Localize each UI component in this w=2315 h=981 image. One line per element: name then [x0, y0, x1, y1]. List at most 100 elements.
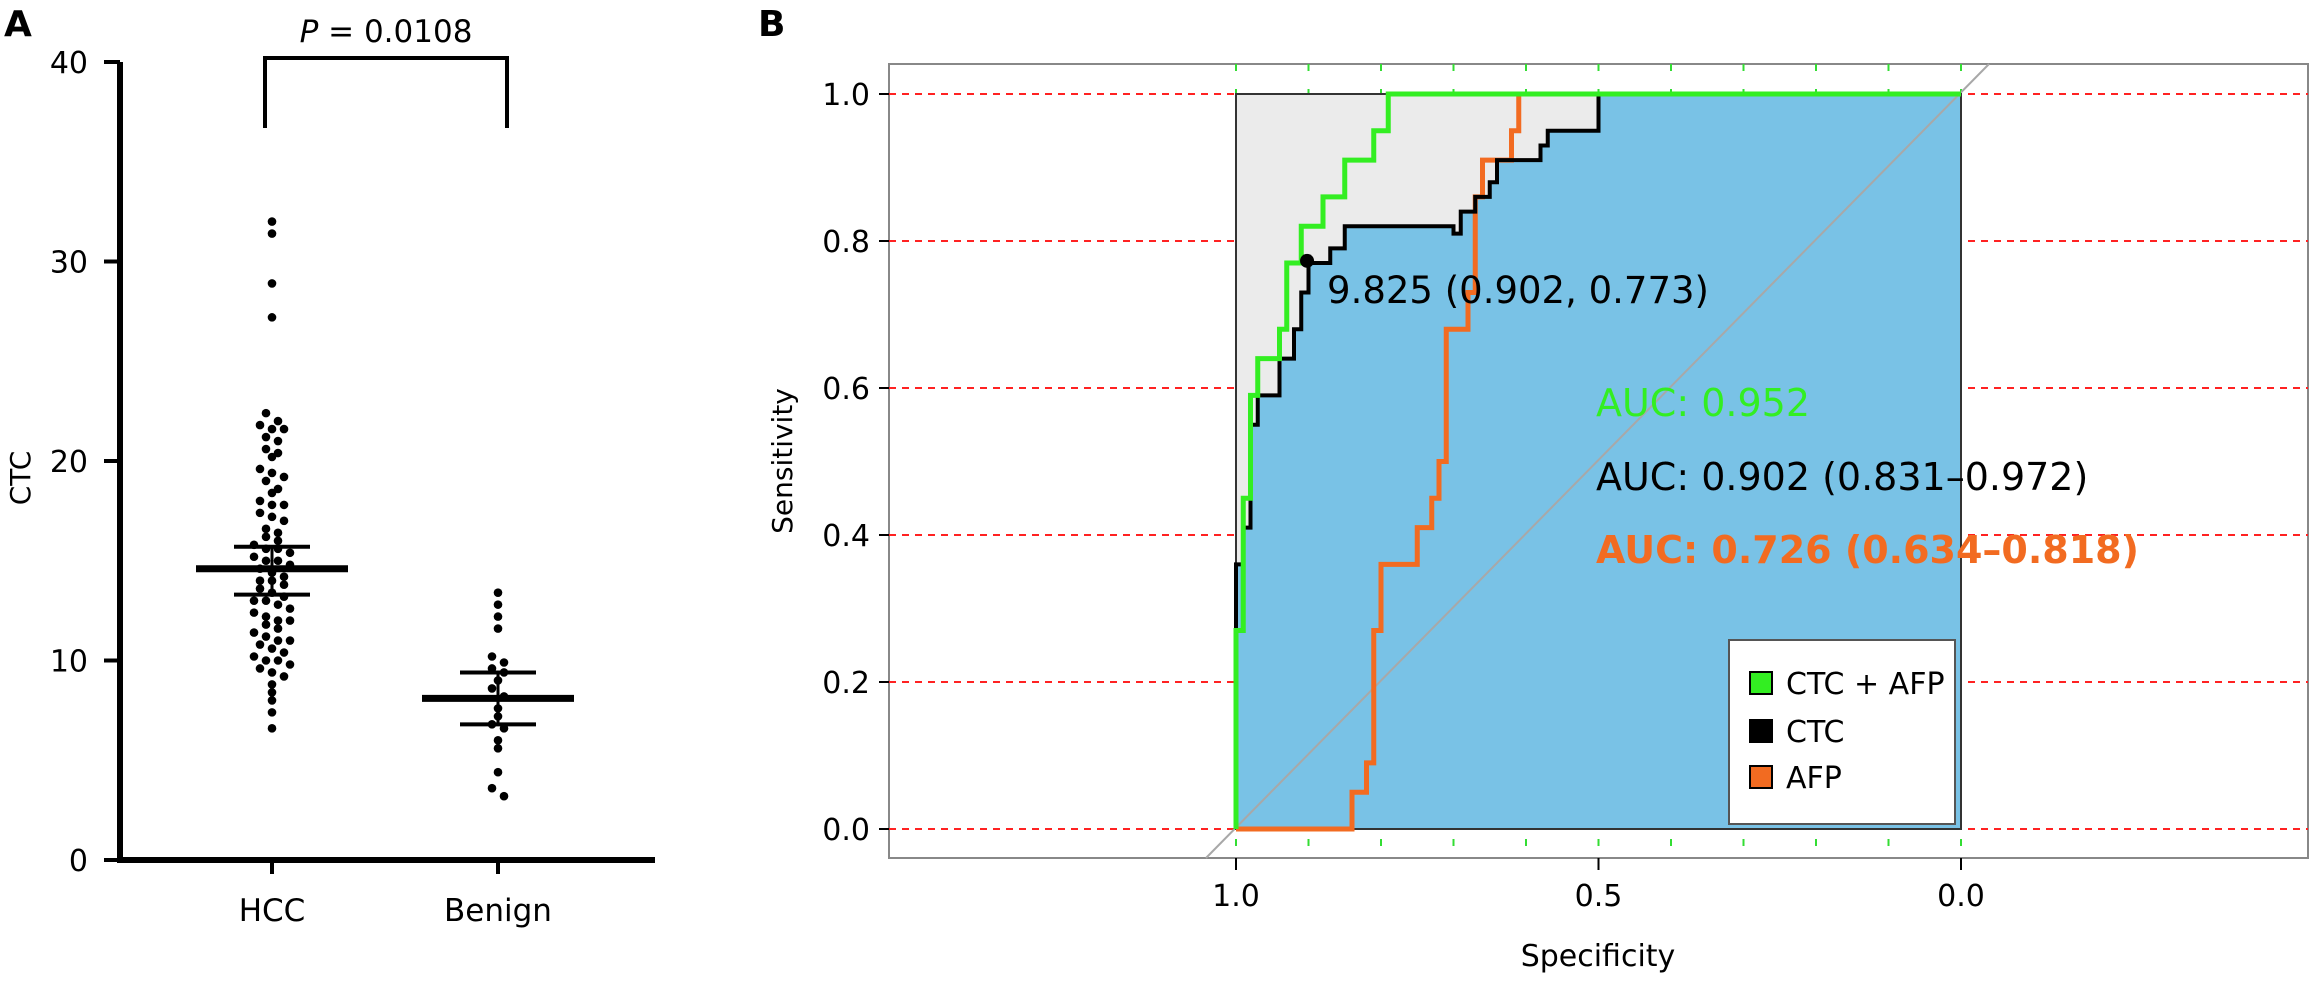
- data-point: [273, 536, 283, 546]
- data-point: [261, 476, 271, 486]
- data-point: [261, 596, 271, 605]
- legend-swatch-ctc-afp: [1749, 671, 1773, 695]
- roc-y-tick-label: 1.0: [822, 78, 870, 113]
- roc-y-tick-label: 0.4: [822, 519, 870, 554]
- data-point: [493, 600, 503, 609]
- data-point: [267, 708, 277, 717]
- data-point: [261, 432, 271, 442]
- p-value-italic: P: [300, 14, 319, 50]
- auc-label-afp: AUC: 0.726 (0.634–0.818): [1596, 528, 2139, 572]
- data-point: [493, 736, 503, 745]
- data-point: [285, 636, 295, 645]
- data-point: [261, 620, 271, 629]
- data-point: [261, 444, 271, 454]
- panel-a-x-tick-label: HCC: [239, 893, 306, 929]
- data-point: [493, 767, 503, 777]
- data-point: [267, 217, 277, 226]
- data-point: [255, 584, 265, 593]
- data-point: [273, 656, 283, 665]
- data-point: [255, 464, 265, 474]
- cutoff-point-marker: [1300, 253, 1315, 268]
- roc-y-axis-label: Sensitivity: [766, 388, 799, 534]
- auc-label-ctc: AUC: 0.902 (0.831–0.972): [1596, 455, 2088, 499]
- cutoff-point-label: 9.825 (0.902, 0.773): [1327, 269, 1709, 312]
- roc-curve-ctc: [1234, 92, 1961, 829]
- panel-a-x-ticks: HCC Benign: [239, 860, 552, 929]
- data-point: [273, 616, 283, 625]
- roc-y-tick-label: 0.0: [822, 813, 870, 848]
- data-point: [267, 452, 277, 462]
- roc-x-tick-label: 1.0: [1212, 879, 1260, 914]
- data-point: [267, 468, 277, 478]
- auc-label-ctc-afp: AUC: 0.952: [1596, 381, 1810, 425]
- data-point: [493, 743, 503, 753]
- data-point: [255, 576, 265, 585]
- data-point: [279, 516, 289, 526]
- panel-a-y-tick-label: 10: [50, 645, 88, 680]
- data-point: [273, 600, 283, 609]
- data-point: [279, 500, 289, 510]
- roc-x-ticks: 1.0 0.5 0.0: [1212, 858, 1985, 914]
- data-point: [249, 608, 259, 617]
- data-point: [273, 436, 283, 446]
- data-point: [499, 791, 509, 801]
- data-point: [267, 696, 277, 705]
- panel-a-y-axis-label: CTC: [4, 451, 37, 506]
- roc-x-tick-label: 0.5: [1575, 879, 1623, 914]
- legend-label-afp: AFP: [1786, 761, 1842, 796]
- data-point: [273, 528, 283, 538]
- data-point: [261, 532, 271, 542]
- data-point: [267, 724, 277, 733]
- panel-a-y-tick-label: 0: [69, 844, 88, 879]
- data-point: [279, 580, 289, 589]
- legend-label-ctc-afp: CTC + AFP: [1786, 667, 1945, 702]
- data-point: [487, 684, 497, 693]
- data-point: [285, 604, 295, 613]
- roc-y-tick-label: 0.2: [822, 666, 870, 701]
- significance-bracket: [263, 56, 509, 128]
- data-point: [261, 556, 271, 566]
- data-point: [267, 644, 277, 653]
- roc-curves: [1233, 91, 1961, 832]
- legend-label-ctc: CTC: [1786, 715, 1844, 750]
- data-point: [261, 656, 271, 665]
- data-point: [267, 313, 277, 322]
- data-point: [273, 636, 283, 645]
- panel-b: B 9.825 (0.902, 0.773) AUC: 0.952 AUC: 0…: [758, 4, 2309, 974]
- data-point: [487, 652, 497, 661]
- panel-a-y-ticks: 0 10 20 30 40: [50, 46, 120, 879]
- roc-horizontal-grid: [889, 93, 2308, 830]
- panel-a-y-tick-label: 20: [50, 445, 88, 480]
- data-point: [267, 488, 277, 498]
- data-point: [267, 688, 277, 697]
- data-point: [279, 572, 289, 582]
- panel-a-points: [249, 217, 509, 801]
- data-point: [255, 664, 265, 673]
- data-point: [249, 552, 259, 562]
- data-point: [249, 596, 259, 605]
- data-point: [285, 660, 295, 669]
- data-point: [279, 672, 289, 681]
- data-point: [255, 420, 265, 430]
- data-point: [279, 424, 289, 434]
- panel-a-mean-ci: [196, 544, 574, 727]
- data-point: [273, 624, 283, 633]
- p-value-rest: = 0.0108: [318, 14, 472, 50]
- data-point: [255, 640, 265, 649]
- data-point: [285, 548, 295, 558]
- roc-y-ticks: 0.0 0.2 0.4 0.6 0.8 1.0: [822, 78, 889, 848]
- data-point: [267, 424, 277, 434]
- roc-x-tick-label: 0.0: [1937, 879, 1985, 914]
- data-point: [255, 508, 265, 518]
- data-point: [267, 229, 277, 238]
- data-point: [273, 556, 283, 566]
- data-point: [279, 472, 289, 482]
- data-point: [267, 279, 277, 288]
- data-point: [267, 680, 277, 689]
- roc-legend: CTC + AFP CTC AFP: [1728, 639, 1956, 825]
- panel-a: A CTC 0 10 20 30 40 HCC Benign P = 0.0108: [4, 4, 655, 929]
- legend-swatch-ctc: [1749, 719, 1773, 743]
- data-point: [493, 612, 503, 621]
- data-point: [493, 624, 503, 633]
- roc-y-tick-label: 0.6: [822, 372, 870, 407]
